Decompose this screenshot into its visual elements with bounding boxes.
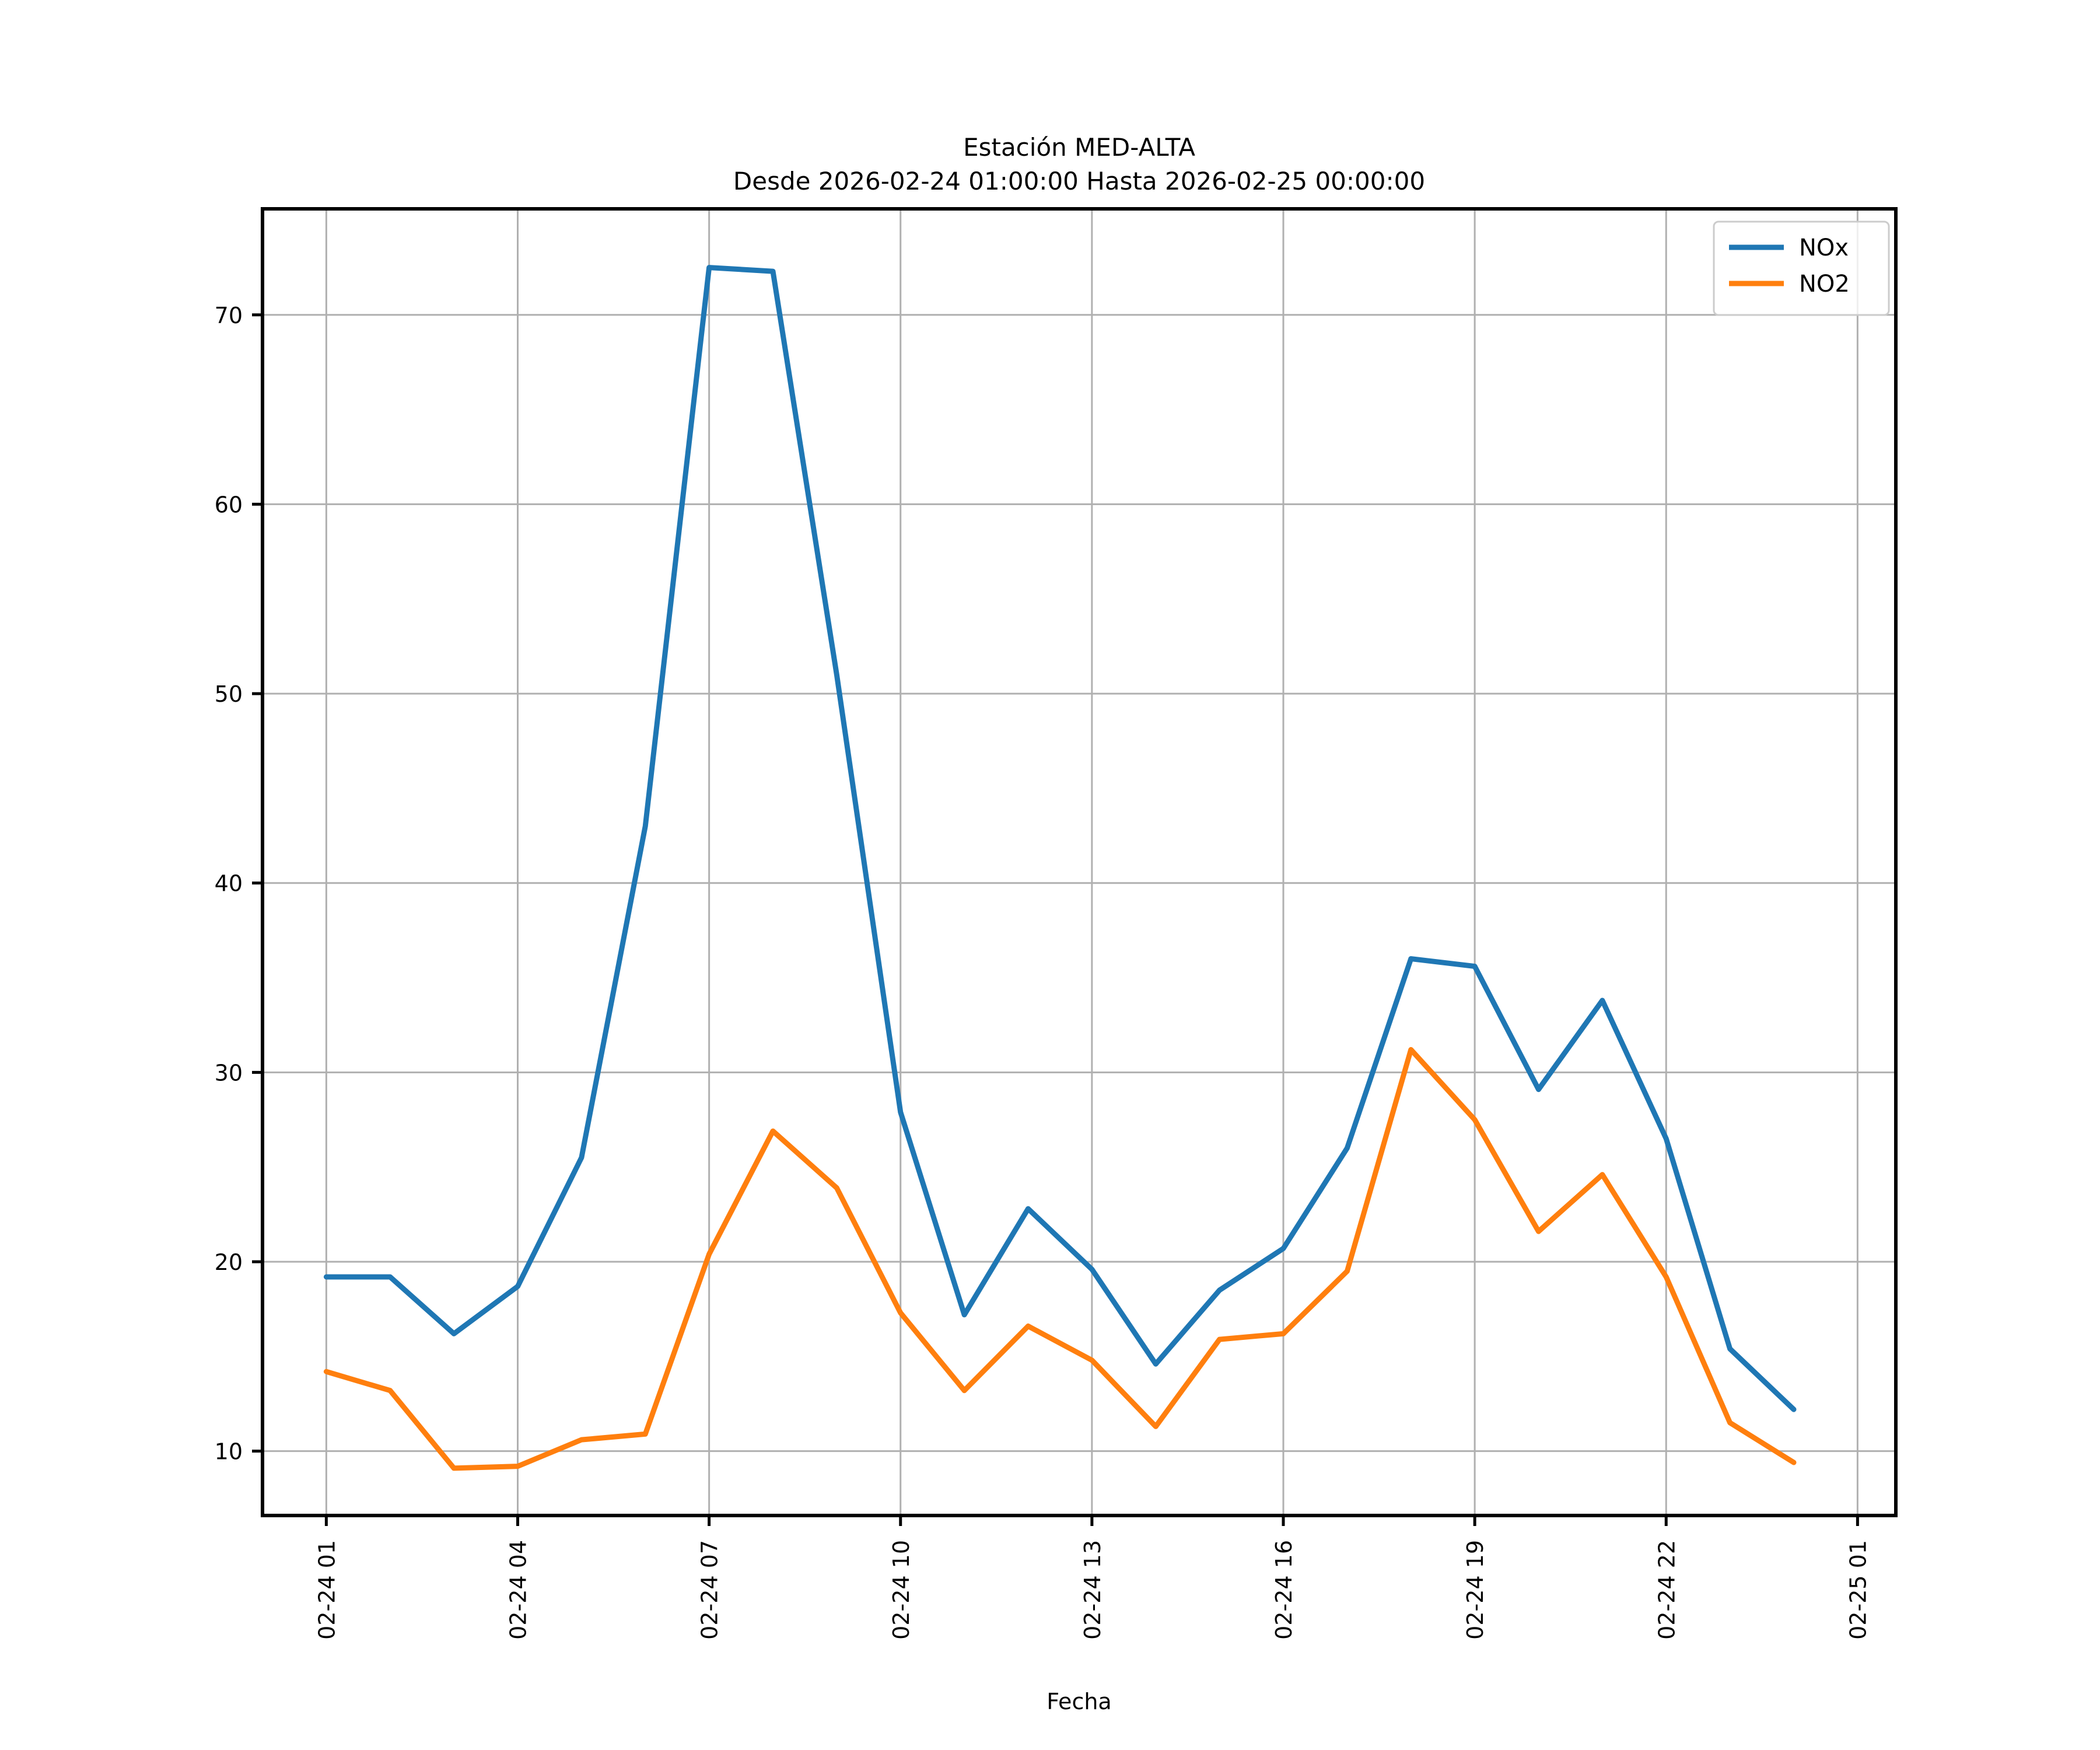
y-ticklabels: 10 20 30 40 50 60 70 (215, 303, 243, 1465)
x-axis-label: Fecha (1046, 1689, 1111, 1714)
x-tick-label: 02-24 01 (314, 1540, 340, 1640)
y-tick-label: 70 (215, 303, 243, 328)
chart-legend[interactable]: NOx NO2 (1713, 220, 1890, 316)
x-tick-label: 02-24 07 (697, 1540, 723, 1640)
x-gridlines (325, 209, 1859, 1516)
chart-title-line2: Desde 2026-02-24 01:00:00 Hasta 2026-02-… (733, 167, 1425, 195)
y-tick-label: 50 (215, 681, 243, 707)
legend-label-no2[interactable]: NO2 (1799, 271, 1850, 298)
x-tick-label: 02-25 01 (1845, 1540, 1871, 1640)
x-tickmarks (324, 1516, 1859, 1526)
legend-label-nox[interactable]: NOx (1799, 235, 1849, 261)
x-tick-label: 02-24 16 (1271, 1540, 1297, 1640)
y-tick-label: 40 (215, 871, 243, 897)
x-tick-label: 02-24 19 (1462, 1540, 1488, 1640)
axes-frame (261, 207, 1898, 1517)
series-line-nox (323, 265, 1797, 1412)
x-ticklabels: 02-24 01 02-24 04 02-24 07 02-24 10 02-24 13… (314, 1540, 1871, 1640)
chart-title-line1: Estación MED-ALTA (963, 133, 1195, 162)
y-tick-label: 60 (215, 492, 243, 517)
axes-spines (261, 207, 1898, 1517)
y-tick-label: 20 (215, 1250, 243, 1275)
x-tick-label: 02-24 04 (506, 1540, 531, 1640)
x-tick-label: 02-24 22 (1654, 1540, 1679, 1640)
series-line-no2 (323, 1046, 1797, 1471)
y-gridlines (262, 314, 1896, 1452)
y-tick-label: 30 (215, 1060, 243, 1086)
plot-area-background (262, 209, 1896, 1516)
y-tickmarks (252, 313, 262, 1453)
x-tick-label: 02-24 10 (888, 1540, 914, 1640)
x-tick-label: 02-24 13 (1080, 1540, 1105, 1640)
y-tick-label: 10 (215, 1439, 243, 1465)
data-series-group (323, 265, 1797, 1471)
